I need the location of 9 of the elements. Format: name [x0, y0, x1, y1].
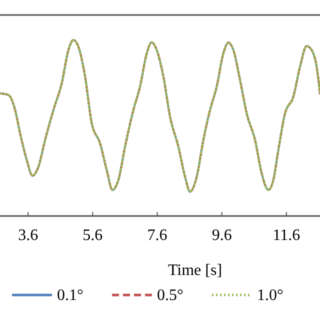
- legend-label: 0.1°: [57, 287, 84, 304]
- x-tick-label: 7.6: [147, 227, 168, 244]
- x-tick-label: 11.6: [272, 227, 300, 244]
- x-tick-label: 9.6: [212, 227, 232, 244]
- legend-label: 1.0°: [257, 287, 284, 304]
- x-tick-label: 5.6: [82, 227, 103, 244]
- x-axis-title: Time [s]: [168, 262, 222, 279]
- x-tick-label: 3.6: [18, 227, 38, 244]
- legend-label: 0.5°: [157, 287, 184, 304]
